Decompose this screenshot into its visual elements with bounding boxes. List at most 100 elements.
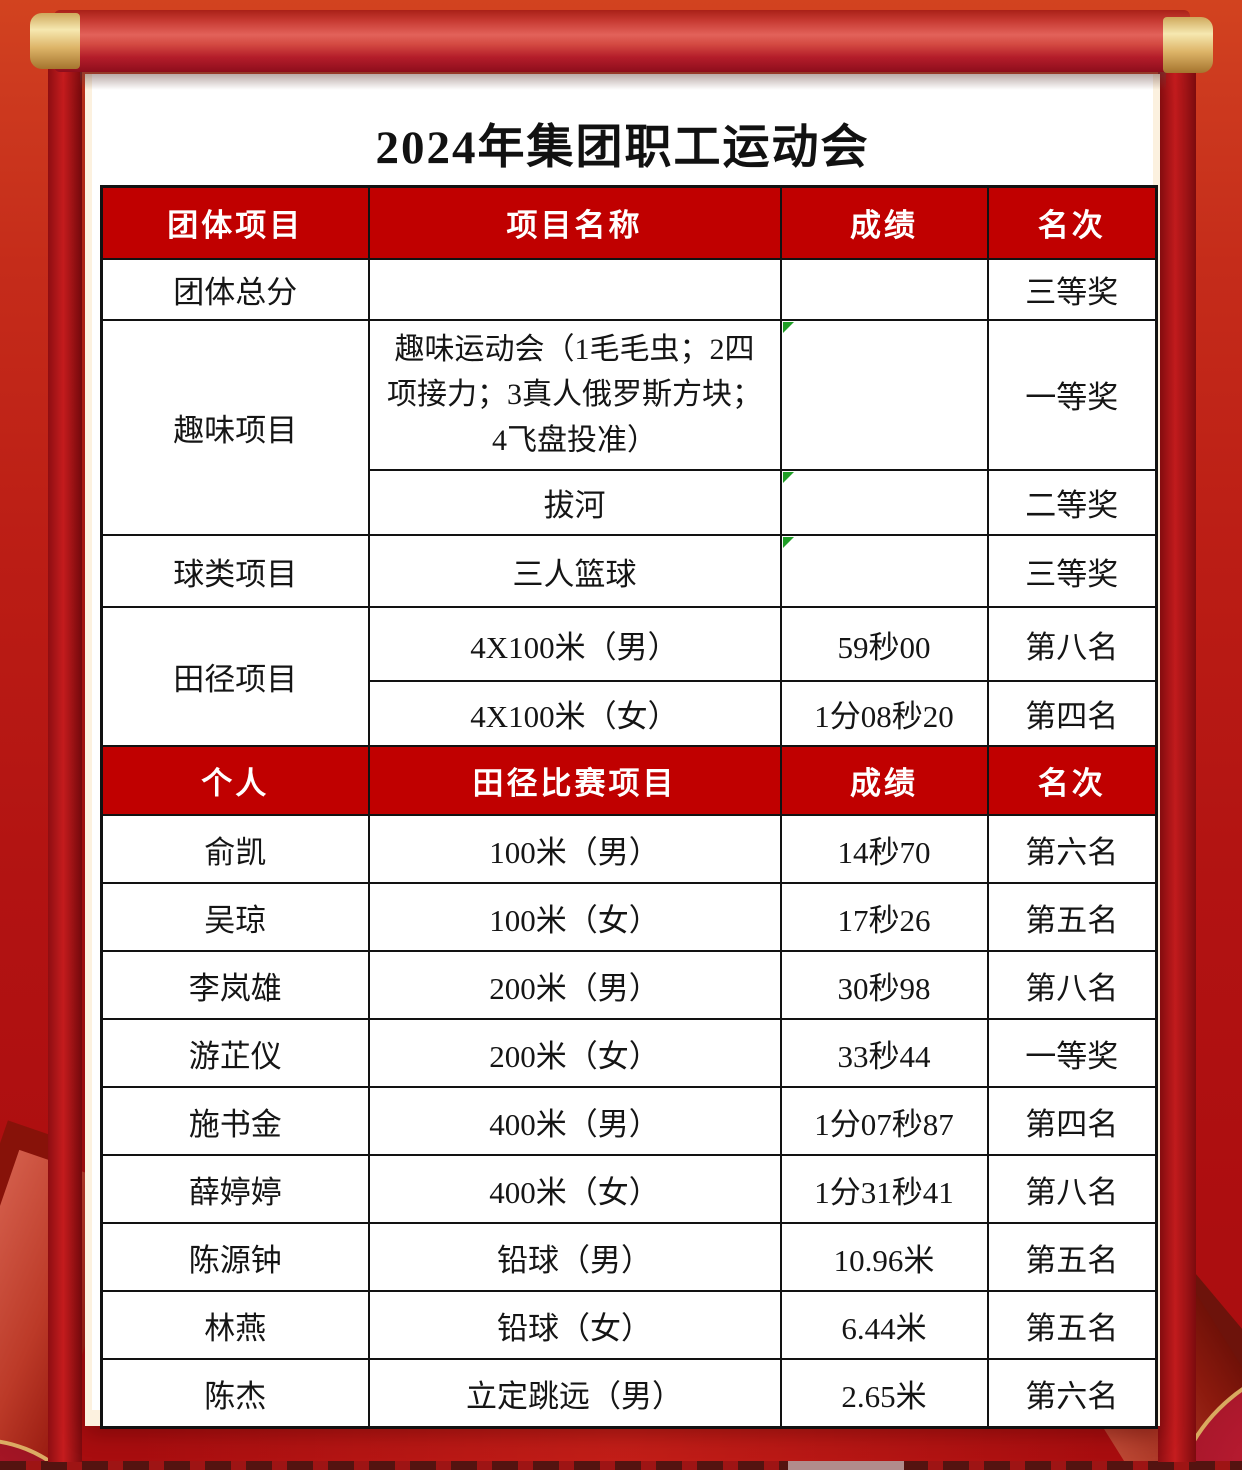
- individual-header-score: 成绩: [779, 745, 989, 817]
- cell-score: [779, 534, 989, 609]
- cell-event: 100米（男）: [367, 814, 782, 885]
- table-row: 拔河 二等奖: [102, 469, 1158, 537]
- cell-event: 4X100米（女）: [367, 680, 782, 748]
- table-row: 4X100米（女） 1分08秒20 第四名: [102, 680, 1158, 748]
- cell-rank: 三等奖: [986, 257, 1158, 321]
- cell-score: [779, 318, 989, 472]
- team-header-rank: 名次: [986, 185, 1158, 260]
- cell-group: 团体总分: [100, 257, 370, 321]
- cell-name: 施书金: [100, 1086, 370, 1157]
- scroll-right-edge: [1158, 56, 1196, 1462]
- cell-event: [367, 257, 782, 321]
- cell-score: 14秒70: [779, 814, 989, 885]
- cell-score: 30秒98: [779, 950, 989, 1021]
- cell-corner-marker-icon: [782, 537, 794, 549]
- cell-rank: 第六名: [986, 814, 1158, 885]
- dashed-border-strip: [0, 1461, 1242, 1470]
- results-table-wrapper: 团体项目 项目名称 成绩 名次 团体总分 三等奖 趣味项目 趣味运动会: [100, 185, 1158, 1429]
- team-header-score: 成绩: [779, 185, 989, 260]
- cell-event: 铅球（女）: [367, 1290, 782, 1361]
- cell-rank: 第五名: [986, 1290, 1158, 1361]
- cell-name: 俞凯: [100, 814, 370, 885]
- cell-score: 2.65米: [779, 1358, 989, 1429]
- cell-score: [779, 469, 989, 537]
- table-row: 球类项目 三人篮球 三等奖: [100, 534, 1158, 609]
- cell-score: 10.96米: [779, 1222, 989, 1293]
- individual-header-event: 田径比赛项目: [367, 745, 782, 817]
- results-table: 团体项目 项目名称 成绩 名次 团体总分 三等奖 趣味项目 趣味运动会: [100, 185, 1158, 1429]
- table-row: 游芷仪 200米（女） 33秒44 一等奖: [100, 1018, 1158, 1089]
- cell-rank: 第四名: [986, 1086, 1158, 1157]
- scroll-rod: [54, 10, 1190, 72]
- cell-rank: 一等奖: [986, 1018, 1158, 1089]
- cell-name: 陈源钟: [100, 1222, 370, 1293]
- cell-score: 33秒44: [779, 1018, 989, 1089]
- paper-card: 2024年集团职工运动会 团体项目 项目名称 成绩 名次 团体总分: [85, 74, 1160, 1429]
- cell-event: 趣味运动会（1毛毛虫；2四项接力；3真人俄罗斯方块；4飞盘投准）: [367, 318, 782, 472]
- paper-inner: 2024年集团职工运动会 团体项目 项目名称 成绩 名次 团体总分: [92, 74, 1158, 1429]
- cell-event: 立定跳远（男）: [367, 1358, 782, 1429]
- cell-name: 吴琼: [100, 882, 370, 953]
- table-row: 薛婷婷 400米（女） 1分31秒41 第八名: [100, 1154, 1158, 1225]
- cell-score: 6.44米: [779, 1290, 989, 1361]
- table-row: 团体总分 三等奖: [100, 257, 1158, 321]
- cell-rank: 一等奖: [986, 318, 1158, 472]
- cell-name: 林燕: [100, 1290, 370, 1361]
- cell-rank: 第八名: [986, 950, 1158, 1021]
- page-title: 2024年集团职工运动会: [375, 122, 870, 174]
- cell-name: 游芷仪: [100, 1018, 370, 1089]
- scroll-left-edge: [48, 56, 82, 1462]
- scroll-rod-shadow: [80, 70, 1166, 90]
- cell-name: 薛婷婷: [100, 1154, 370, 1225]
- cell-event: 200米（男）: [367, 950, 782, 1021]
- table-row: 李岚雄 200米（男） 30秒98 第八名: [100, 950, 1158, 1021]
- individual-header-rank: 名次: [986, 745, 1158, 817]
- cell-rank: 第八名: [986, 606, 1158, 683]
- cell-corner-marker-icon: [782, 472, 794, 484]
- cell-name: 李岚雄: [100, 950, 370, 1021]
- scroll-gold-cap-right: [1163, 17, 1213, 73]
- cell-event: 三人篮球: [367, 534, 782, 609]
- cell-score: 59秒00: [779, 606, 989, 683]
- cell-event: 200米（女）: [367, 1018, 782, 1089]
- scroll-gold-cap-left: [30, 13, 80, 69]
- table-row: 施书金 400米（男） 1分07秒87 第四名: [100, 1086, 1158, 1157]
- cell-group: 田径项目: [100, 606, 370, 748]
- table-row: 田径项目 4X100米（男） 59秒00 第八名: [100, 606, 1158, 748]
- team-header-row: 团体项目 项目名称 成绩 名次: [100, 185, 1158, 260]
- cell-rank: 二等奖: [986, 469, 1158, 537]
- cell-rank: 第四名: [986, 680, 1158, 748]
- cell-score: 1分08秒20: [779, 680, 989, 748]
- cell-rank: 第五名: [986, 882, 1158, 953]
- team-header-event: 项目名称: [367, 185, 782, 260]
- table-row: 俞凯 100米（男） 14秒70 第六名: [100, 814, 1158, 885]
- table-row: 陈源钟 铅球（男） 10.96米 第五名: [100, 1222, 1158, 1293]
- cell-event: 400米（女）: [367, 1154, 782, 1225]
- table-row: 趣味项目 趣味运动会（1毛毛虫；2四项接力；3真人俄罗斯方块；4飞盘投准） 一等…: [100, 318, 1158, 537]
- table-row: 吴琼 100米（女） 17秒26 第五名: [100, 882, 1158, 953]
- cell-rank: 第五名: [986, 1222, 1158, 1293]
- table-row: 林燕 铅球（女） 6.44米 第五名: [100, 1290, 1158, 1361]
- cell-event: 拔河: [367, 469, 782, 537]
- cell-event: 400米（男）: [367, 1086, 782, 1157]
- cell-rank: 第八名: [986, 1154, 1158, 1225]
- cell-score: 17秒26: [779, 882, 989, 953]
- cell-score: [779, 257, 989, 321]
- dashed-border-strip-highlight: [788, 1461, 904, 1470]
- cell-corner-marker-icon: [782, 321, 794, 333]
- cell-group: 球类项目: [100, 534, 370, 609]
- cell-rank: 第六名: [986, 1358, 1158, 1429]
- cell-rank: 三等奖: [986, 534, 1158, 609]
- cell-event: 铅球（男）: [367, 1222, 782, 1293]
- cell-score: 1分31秒41: [779, 1154, 989, 1225]
- cell-name: 陈杰: [100, 1358, 370, 1429]
- cell-event: 4X100米（男）: [367, 606, 782, 683]
- individual-header-name: 个人: [100, 745, 370, 817]
- table-row: 陈杰 立定跳远（男） 2.65米 第六名: [100, 1358, 1158, 1429]
- cell-event: 100米（女）: [367, 882, 782, 953]
- team-header-group: 团体项目: [100, 185, 370, 260]
- individual-header-row: 个人 田径比赛项目 成绩 名次: [100, 745, 1158, 817]
- cell-group: 趣味项目: [100, 318, 370, 537]
- cell-score: 1分07秒87: [779, 1086, 989, 1157]
